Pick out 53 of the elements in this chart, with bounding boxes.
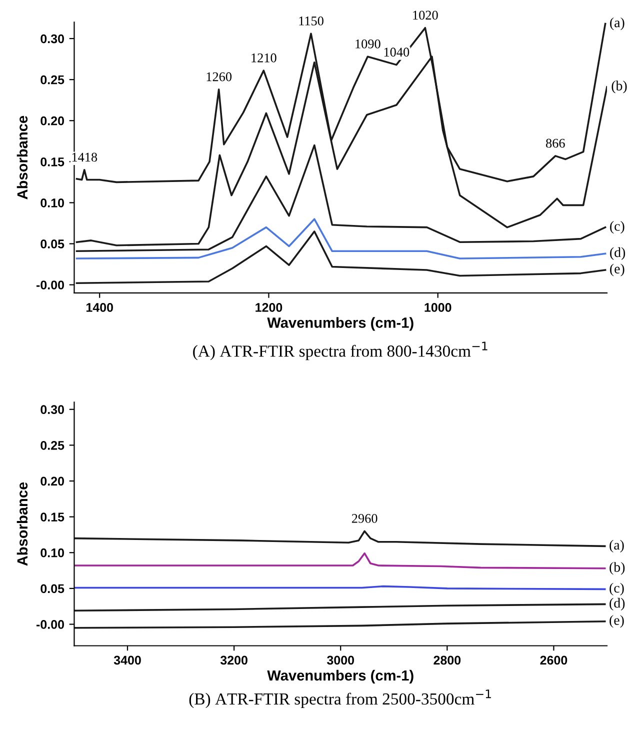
line-series [74, 552, 606, 570]
series-label: (a) [610, 540, 624, 552]
annotation: 2960 [352, 514, 378, 523]
annotation: 1418 [72, 152, 98, 162]
text: (A) ATR-FTIR spectra from 800-1430cm$^{−1}$ [193, 342, 488, 360]
series-label: (e) [610, 264, 624, 276]
line-series [74, 603, 606, 612]
y-tick-label: 0.30 [40, 34, 64, 44]
line-series [76, 218, 606, 260]
x-axis-title: Wavenumbers (cm-1) [267, 317, 414, 331]
x-tick-label: 3400 [114, 656, 141, 665]
y-tick-label: 0.20 [40, 116, 64, 126]
x-tick-label: 3000 [326, 656, 354, 665]
x-tick-label: 1000 [424, 303, 452, 312]
x-tick-label: 2600 [540, 656, 568, 665]
annotation: 1020 [413, 10, 438, 20]
annotation: 1260 [206, 72, 232, 82]
x-tick-label: 1400 [86, 303, 113, 312]
y-tick-label: 0.25 [40, 440, 64, 450]
annotation: 866 [546, 138, 565, 148]
y-tick-label: 0.05 [40, 584, 64, 594]
series-label: (c) [610, 221, 624, 234]
x-axis-title: Wavenumbers (cm-1) [267, 670, 414, 684]
series-label: (b) [610, 562, 625, 575]
line-series [76, 230, 606, 284]
annotation: 1150 [299, 16, 324, 26]
y-tick-label: 0.25 [40, 75, 64, 84]
y-tick-label: -0.00 [36, 620, 64, 629]
series-label: (d) [610, 598, 625, 611]
y-tick-label: 0.15 [40, 512, 64, 522]
y-axis-title: Absorbance [16, 116, 28, 200]
y-tick-label: 0.20 [40, 476, 64, 486]
x-tick-label: 2800 [434, 656, 461, 665]
line-series [74, 530, 606, 548]
y-tick-label: 0.30 [40, 405, 64, 414]
y-tick-label: 0.05 [40, 240, 64, 248]
annotation: 1090 [356, 39, 380, 48]
x-tick-label: 3200 [220, 656, 248, 665]
y-axis-title: Absorbance [16, 482, 28, 566]
annotation: 1210 [252, 53, 276, 62]
series-label: (e) [610, 615, 624, 628]
line-series [74, 620, 606, 629]
series-label: (a) [610, 17, 624, 30]
series-label: (c) [610, 582, 624, 596]
series-label: (d) [610, 247, 626, 260]
y-tick-label: 0.10 [40, 198, 64, 208]
y-tick-label: 0.15 [40, 157, 64, 166]
y-tick-label: -0.00 [36, 280, 64, 290]
x-tick-label: 1200 [256, 303, 282, 312]
annotation: 1040 [384, 48, 410, 57]
series-label: (b) [612, 80, 627, 94]
y-tick-label: 0.10 [40, 548, 64, 558]
text: (B) ATR-FTIR spectra from 2500-3500cm$^{−1}$ [189, 690, 491, 708]
